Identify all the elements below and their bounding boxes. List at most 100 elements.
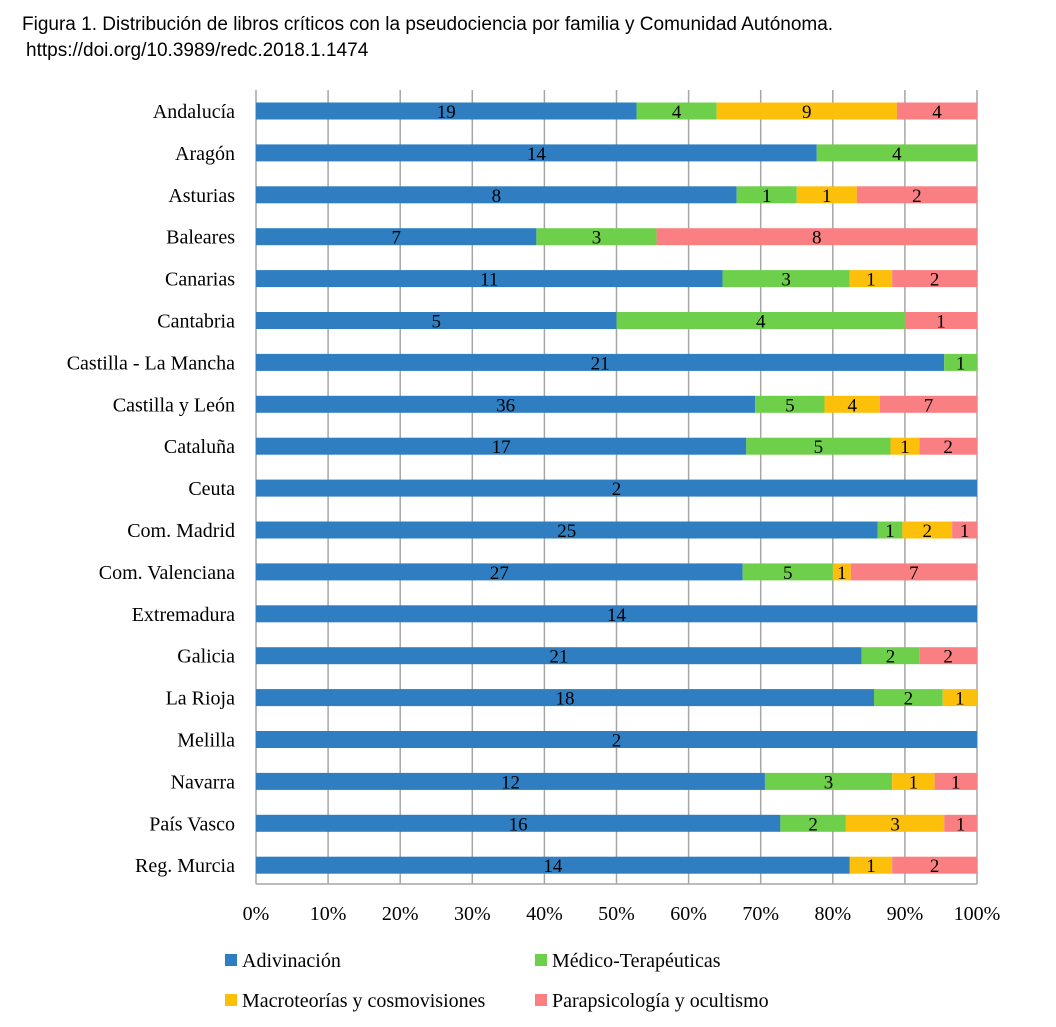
category-label-ceuta: Ceuta: [188, 478, 235, 500]
data-label: 11: [480, 270, 498, 291]
bar-segment-adivinacion: [256, 605, 977, 623]
bar-segment-adivinacion: [256, 731, 977, 748]
data-label: 2: [930, 856, 940, 877]
data-label: 2: [912, 186, 922, 207]
bar-segment-medico-terapeuticas: [736, 186, 797, 204]
category-label-baleares: Baleares: [166, 227, 235, 249]
bar-segment-parapsicologia-y-ocultismo: [934, 772, 977, 790]
x-tick-label: 60%: [670, 903, 707, 925]
data-label: 3: [890, 814, 900, 835]
bar-segment-medico-terapeuticas: [616, 312, 905, 329]
data-label: 3: [781, 270, 791, 291]
data-label: 12: [501, 772, 520, 793]
data-label: 18: [556, 689, 575, 710]
x-tick-label: 10%: [310, 903, 347, 925]
data-label: 21: [591, 353, 610, 374]
data-label: 1: [837, 563, 847, 584]
data-label: 1: [960, 521, 970, 542]
legend-label-parapsicologia-y-ocultismo: Parapsicología y ocultismo: [552, 990, 769, 1012]
data-label: 4: [672, 102, 682, 123]
bar-segment-medico-terapeuticas: [877, 521, 903, 539]
data-label: 1: [822, 186, 832, 207]
category-label-extremadura: Extremadura: [132, 604, 235, 626]
category-label-com-valenciana: Com. Valenciana: [99, 562, 235, 584]
bar-segment-adivinacion: [256, 479, 977, 497]
data-label: 9: [802, 102, 812, 123]
category-label-pais-vasco: País Vasco: [149, 813, 235, 835]
data-label: 1: [936, 312, 946, 333]
legend-label-medico-terapeuticas: Médico-Terapéuticas: [552, 950, 721, 972]
bar-segment-medico-terapeuticas: [742, 563, 833, 581]
chart-subtitle: https://doi.org/10.3989/redc.2018.1.1474: [26, 40, 369, 61]
category-label-cataluna: Cataluña: [164, 436, 235, 458]
data-label: 2: [943, 647, 953, 668]
x-tick-label: 80%: [814, 903, 851, 925]
bar-segment-parapsicologia-y-ocultismo: [944, 814, 977, 832]
data-label: 16: [509, 814, 528, 835]
bar-segment-medico-terapeuticas: [636, 102, 717, 120]
category-label-galicia: Galicia: [177, 646, 235, 668]
data-label: 3: [824, 772, 834, 793]
bar-segment-parapsicologia-y-ocultismo: [896, 102, 977, 120]
bar-segment-adivinacion: [256, 856, 850, 874]
chart-title-block: Figura 1. Distribución de libros crítico…: [22, 12, 833, 64]
data-label: 2: [612, 731, 622, 752]
bar-segment-macroteorias-y-cosmovisiones: [849, 270, 893, 288]
data-label: 2: [943, 437, 953, 458]
bar-segment-macroteorias-y-cosmovisiones: [832, 563, 851, 581]
category-label-com-madrid: Com. Madrid: [127, 520, 235, 542]
bar-segment-parapsicologia-y-ocultismo: [919, 437, 977, 455]
data-label: 1: [951, 772, 961, 793]
data-label: 1: [866, 270, 876, 291]
bar-segment-macroteorias-y-cosmovisiones: [849, 856, 893, 874]
data-label: 4: [847, 395, 857, 416]
bar-segment-adivinacion: [256, 144, 817, 162]
data-label: 14: [607, 605, 627, 626]
bar-segment-parapsicologia-y-ocultismo: [856, 186, 977, 204]
data-label: 14: [527, 144, 547, 165]
bar-segment-adivinacion: [256, 102, 637, 120]
data-label: 3: [592, 228, 602, 249]
category-label-canarias: Canarias: [165, 269, 235, 291]
data-label: 4: [932, 102, 942, 123]
data-label: 1: [956, 353, 966, 374]
bar-segment-adivinacion: [256, 647, 862, 665]
category-label-cantabria: Cantabria: [157, 311, 235, 333]
data-label: 2: [930, 270, 940, 291]
bar-segment-adivinacion: [256, 437, 747, 455]
bar-segment-parapsicologia-y-ocultismo: [952, 521, 977, 539]
bar-segment-medico-terapeuticas: [755, 395, 825, 413]
bar-segment-medico-terapeuticas: [780, 814, 846, 832]
legend-swatch-medico-terapeuticas: [535, 954, 547, 966]
bar-segment-macroteorias-y-cosmovisiones: [845, 814, 945, 832]
data-label: 2: [808, 814, 818, 835]
bar-segment-macroteorias-y-cosmovisiones: [890, 437, 920, 455]
x-tick-label: 100%: [954, 903, 1001, 925]
legend-swatch-adivinacion: [225, 954, 237, 966]
data-label: 1: [866, 856, 876, 877]
data-label: 1: [956, 814, 966, 835]
legend-swatch-macroteorias-y-cosmovisiones: [225, 994, 237, 1006]
bar-segment-parapsicologia-y-ocultismo: [850, 563, 977, 581]
x-tick-label: 40%: [526, 903, 563, 925]
bar-segment-medico-terapeuticas: [722, 270, 850, 288]
category-label-la-rioja: La Rioja: [166, 688, 236, 710]
legend-label-adivinacion: Adivinación: [242, 950, 341, 972]
bar-segment-macroteorias-y-cosmovisiones: [942, 689, 977, 707]
bar-segment-medico-terapeuticas: [944, 353, 977, 371]
bar-segment-adivinacion: [256, 353, 945, 371]
bar-segment-adivinacion: [256, 772, 765, 790]
category-label-aragon: Aragón: [175, 143, 235, 165]
legend-swatch-parapsicologia-y-ocultismo: [535, 994, 547, 1006]
bar-segment-adivinacion: [256, 814, 781, 832]
data-label: 2: [923, 521, 933, 542]
bar-segment-adivinacion: [256, 312, 617, 329]
legend-label-macroteorias-y-cosmovisiones: Macroteorías y cosmovisiones: [242, 990, 485, 1012]
category-label-andalucia: Andalucía: [153, 101, 235, 123]
bar-segment-parapsicologia-y-ocultismo: [919, 647, 977, 665]
data-label: 1: [909, 772, 919, 793]
data-label: 19: [437, 102, 456, 123]
bar-segment-adivinacion: [256, 521, 878, 539]
data-label: 2: [904, 689, 914, 710]
